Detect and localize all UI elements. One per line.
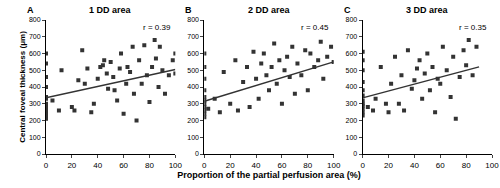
svg-text:200: 200 xyxy=(29,117,41,124)
svg-text:100: 100 xyxy=(169,161,183,170)
svg-text:60: 60 xyxy=(119,161,128,170)
svg-text:80: 80 xyxy=(145,161,154,170)
svg-text:300: 300 xyxy=(187,100,199,107)
svg-text:600: 600 xyxy=(346,50,358,57)
svg-text:100: 100 xyxy=(29,134,41,141)
svg-text:B: B xyxy=(185,5,192,15)
svg-text:800: 800 xyxy=(29,16,41,23)
svg-text:300: 300 xyxy=(346,100,358,107)
svg-text:60: 60 xyxy=(436,161,445,170)
svg-text:800: 800 xyxy=(187,16,199,23)
svg-text:400: 400 xyxy=(346,83,358,90)
svg-text:100: 100 xyxy=(485,161,499,170)
svg-text:600: 600 xyxy=(29,50,41,57)
svg-text:60: 60 xyxy=(277,161,286,170)
svg-text:40: 40 xyxy=(93,161,102,170)
svg-text:700: 700 xyxy=(187,33,199,40)
svg-text:20: 20 xyxy=(226,161,235,170)
svg-text:r = 0.35: r = 0.35 xyxy=(459,23,487,32)
svg-text:80: 80 xyxy=(462,161,471,170)
svg-text:0: 0 xyxy=(353,150,357,157)
svg-text:500: 500 xyxy=(29,67,41,74)
svg-text:2 DD area: 2 DD area xyxy=(248,5,291,15)
svg-text:100: 100 xyxy=(187,134,199,141)
svg-text:r = 0.45: r = 0.45 xyxy=(301,23,329,32)
svg-text:700: 700 xyxy=(346,33,358,40)
svg-text:1 DD area: 1 DD area xyxy=(89,5,132,15)
svg-text:80: 80 xyxy=(303,161,312,170)
svg-text:500: 500 xyxy=(187,67,199,74)
svg-text:100: 100 xyxy=(327,161,341,170)
svg-text:500: 500 xyxy=(346,67,358,74)
svg-text:A: A xyxy=(27,5,34,15)
svg-text:0: 0 xyxy=(360,161,365,170)
svg-text:20: 20 xyxy=(384,161,393,170)
svg-text:Proportion of the partial perf: Proportion of the partial perfusion area… xyxy=(177,170,361,180)
svg-text:C: C xyxy=(344,5,351,15)
svg-text:40: 40 xyxy=(410,161,419,170)
svg-text:800: 800 xyxy=(346,16,358,23)
svg-text:300: 300 xyxy=(29,100,41,107)
svg-text:100: 100 xyxy=(346,134,358,141)
svg-text:0: 0 xyxy=(44,161,49,170)
svg-text:700: 700 xyxy=(29,33,41,40)
svg-text:600: 600 xyxy=(187,50,199,57)
svg-text:40: 40 xyxy=(252,161,261,170)
svg-text:400: 400 xyxy=(29,83,41,90)
svg-text:20: 20 xyxy=(67,161,76,170)
svg-text:Central foveal thickness (μm): Central foveal thickness (μm) xyxy=(18,31,27,143)
svg-text:3 DD area: 3 DD area xyxy=(406,5,449,15)
svg-text:0: 0 xyxy=(195,150,199,157)
svg-text:200: 200 xyxy=(187,117,199,124)
svg-text:200: 200 xyxy=(346,117,358,124)
svg-text:400: 400 xyxy=(187,83,199,90)
svg-text:r = 0.39: r = 0.39 xyxy=(143,23,171,32)
svg-text:0: 0 xyxy=(37,150,41,157)
svg-text:0: 0 xyxy=(202,161,207,170)
